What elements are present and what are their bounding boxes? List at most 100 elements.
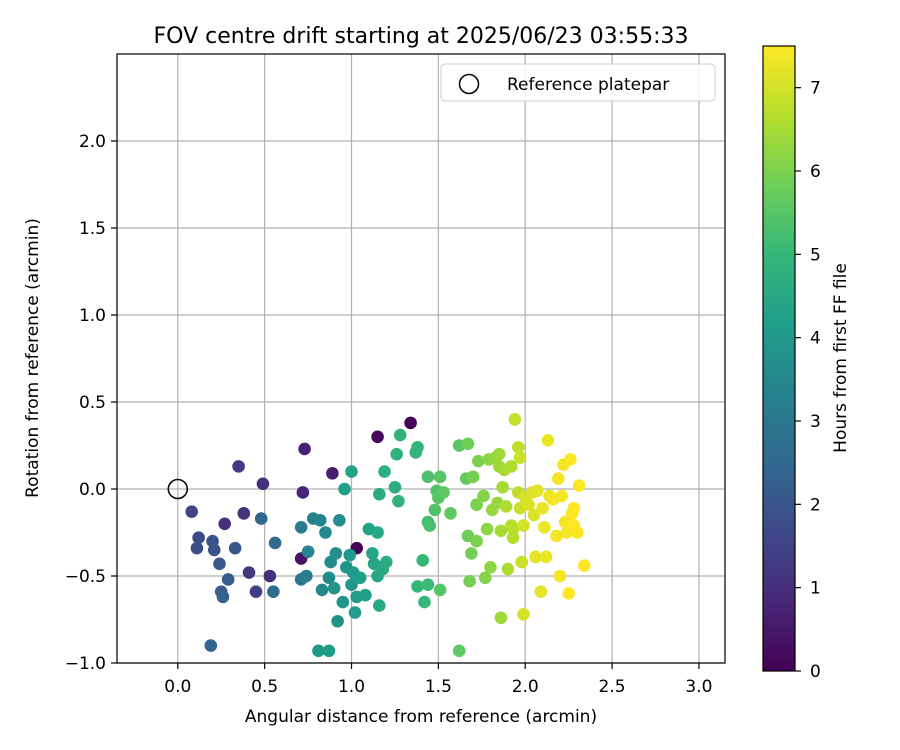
data-point <box>315 583 329 597</box>
data-point <box>550 529 563 543</box>
data-point <box>472 454 485 468</box>
data-point <box>366 547 379 560</box>
data-point <box>348 606 362 619</box>
data-point <box>531 484 544 498</box>
plot-area <box>117 54 725 663</box>
data-point <box>232 460 245 473</box>
data-point <box>529 550 542 564</box>
colorbar-label: Hours from first FF file <box>831 263 851 453</box>
data-point <box>207 543 221 557</box>
colorbar-gradient <box>762 45 796 672</box>
y-tick-label: 1.5 <box>79 219 106 239</box>
data-point <box>428 503 442 517</box>
data-point <box>294 520 308 534</box>
data-point <box>553 569 567 583</box>
data-point <box>515 555 529 569</box>
data-point <box>371 430 384 444</box>
data-point <box>378 465 391 478</box>
x-tick-label: 2.5 <box>599 677 626 697</box>
x-tick-label: 0.5 <box>251 677 278 697</box>
data-point <box>538 520 551 534</box>
data-point <box>433 470 447 484</box>
y-tick-label: 2.0 <box>79 132 106 152</box>
data-point <box>371 526 384 539</box>
data-point <box>333 514 346 527</box>
data-point <box>470 534 483 548</box>
data-point <box>390 447 403 461</box>
data-point <box>359 588 372 602</box>
data-point <box>312 644 325 658</box>
y-tick-label: 0.5 <box>79 393 106 413</box>
x-tick-label: 1.0 <box>338 677 365 697</box>
plot-frame <box>116 53 726 664</box>
data-point <box>345 465 358 478</box>
colorbar-tick-label: 4 <box>810 329 821 349</box>
data-point <box>343 548 357 562</box>
data-point <box>517 519 530 532</box>
legend: Reference platepar <box>440 63 716 102</box>
data-point <box>322 644 336 658</box>
data-point <box>353 571 367 585</box>
data-point <box>452 644 466 658</box>
data-point <box>567 501 581 515</box>
data-point <box>313 514 327 527</box>
data-point <box>379 555 393 569</box>
data-point <box>373 599 386 612</box>
x-tick-label: 0.0 <box>164 677 191 697</box>
data-point <box>423 519 436 532</box>
data-point <box>484 561 497 574</box>
data-point <box>461 437 475 451</box>
data-point <box>536 501 549 515</box>
colorbar-ticks: 0 1 2 3 4 5 6 7 <box>795 79 821 682</box>
y-tick-label: 1.0 <box>79 306 106 326</box>
data-point <box>301 545 315 558</box>
data-point <box>539 550 553 564</box>
data-point <box>508 413 522 426</box>
data-point <box>505 460 518 473</box>
data-point <box>329 547 343 560</box>
colorbar-tick-label: 7 <box>810 79 821 99</box>
data-point <box>466 470 480 484</box>
data-point <box>411 580 424 593</box>
data-point <box>511 440 525 454</box>
data-point <box>492 447 506 461</box>
data-point <box>437 486 450 499</box>
data-point <box>562 587 575 600</box>
data-point <box>527 508 541 522</box>
x-axis-label: Angular distance from reference (arcmin) <box>245 707 597 727</box>
legend-box <box>440 63 716 102</box>
colorbar-tick-label: 6 <box>810 162 821 182</box>
y-tick-label: −0.5 <box>65 567 106 587</box>
data-point <box>237 507 251 520</box>
data-point <box>517 607 530 621</box>
data-point <box>404 416 417 430</box>
data-point <box>331 614 344 628</box>
data-point <box>192 531 205 545</box>
data-point <box>494 611 508 625</box>
data-point <box>496 480 509 494</box>
colorbar-tick-label: 5 <box>810 245 821 265</box>
data-point <box>534 585 548 598</box>
data-point <box>319 526 332 539</box>
data-point <box>392 494 405 508</box>
data-point <box>478 571 492 585</box>
legend-reference-marker <box>458 73 480 95</box>
data-point <box>555 489 569 503</box>
data-point <box>416 554 430 567</box>
data-point <box>477 489 490 503</box>
data-point <box>254 512 268 525</box>
data-point <box>506 522 520 536</box>
x-axis-ticks: 0.0 0.5 1.0 1.5 2.0 2.5 3.0 <box>164 663 712 697</box>
data-point <box>263 569 277 583</box>
colorbar-tick-label: 2 <box>810 495 821 515</box>
data-point <box>463 574 476 588</box>
data-point <box>190 541 204 555</box>
data-point <box>567 519 581 532</box>
data-point <box>228 541 242 555</box>
data-point <box>418 595 431 609</box>
data-point <box>465 547 478 560</box>
data-point <box>480 522 494 536</box>
data-point <box>373 487 386 501</box>
y-axis-label: Rotation from reference (arcmin) <box>23 218 43 498</box>
